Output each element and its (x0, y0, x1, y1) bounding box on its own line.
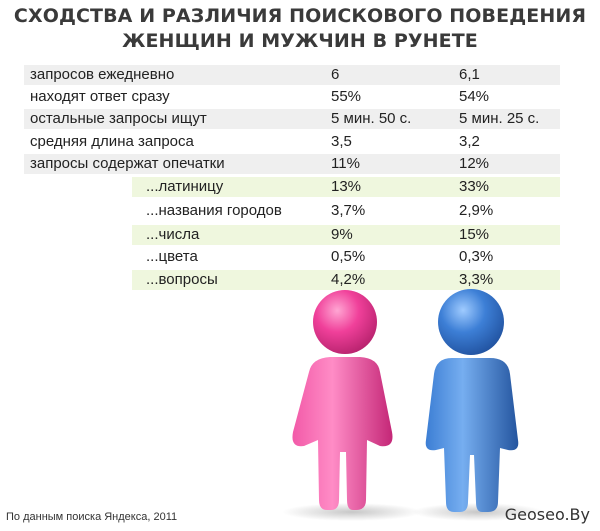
men-value: 6,1 (459, 66, 480, 83)
row-label: запросов ежедневно (30, 66, 175, 83)
women-value: 55% (331, 88, 362, 105)
subrow-label: ...названия городов (146, 202, 282, 219)
source-note: По данным поиска Яндекса, 2011 (6, 511, 178, 523)
title-line-2: ЖЕНЩИН И МУЖЧИН В РУНЕТЕ (122, 30, 478, 52)
women-value: 5 мин. 50 с. (331, 110, 412, 127)
women-value: 4,2% (331, 271, 366, 288)
table-row: находят ответ сразу 55% 54% (24, 87, 560, 107)
men-value: 12% (459, 155, 490, 172)
women-value: 3,7% (331, 202, 366, 219)
page-title: СХОДСТВА И РАЗЛИЧИЯ ПОИСКОВОГО ПОВЕДЕНИЯ… (0, 4, 600, 54)
men-value: 15% (459, 226, 490, 243)
subrow-label: ...цвета (146, 248, 198, 265)
table-row: запросов ежедневно 6 6,1 (24, 65, 560, 85)
title-line-1: СХОДСТВА И РАЗЛИЧИЯ ПОИСКОВОГО ПОВЕДЕНИЯ (13, 5, 587, 27)
woman-figure-icon (282, 290, 422, 521)
women-value: 6 (331, 66, 340, 83)
men-value: 33% (459, 178, 490, 195)
women-value: 9% (331, 226, 353, 243)
women-value: 0,5% (331, 248, 366, 265)
men-value: 3,2 (459, 133, 480, 150)
man-figure-icon (412, 289, 544, 521)
table-subrow: ...латиницу 13% 33% (132, 177, 560, 197)
table-subrow: ...вопросы 4,2% 3,3% (132, 270, 560, 290)
women-value: 13% (331, 178, 362, 195)
men-value: 5 мин. 25 с. (459, 110, 540, 127)
table-subrow: ...числа 9% 15% (132, 225, 560, 245)
row-label: остальные запросы ищут (30, 110, 207, 127)
women-value: 3,5 (331, 133, 352, 150)
table-subrow: ...цвета 0,5% 0,3% (132, 247, 560, 267)
men-value: 0,3% (459, 248, 494, 265)
row-label: находят ответ сразу (30, 88, 170, 105)
subrow-label: ...латиницу (146, 178, 224, 195)
row-label: запросы содержат опечатки (30, 155, 225, 172)
women-value: 11% (331, 155, 360, 172)
brand-label: Geoseo.By (504, 505, 590, 524)
table-row: средняя длина запроса 3,5 3,2 (24, 132, 560, 152)
table-row: запросы содержат опечатки 11% 12% (24, 154, 560, 174)
subrow-label: ...вопросы (146, 271, 218, 288)
table-row: остальные запросы ищут 5 мин. 50 с. 5 ми… (24, 109, 560, 129)
table-subrow: ...названия городов 3,7% 2,9% (132, 201, 560, 221)
subrow-label: ...числа (146, 226, 200, 243)
men-value: 3,3% (459, 271, 494, 288)
men-value: 2,9% (459, 202, 494, 219)
row-label: средняя длина запроса (30, 133, 194, 150)
men-value: 54% (459, 88, 490, 105)
